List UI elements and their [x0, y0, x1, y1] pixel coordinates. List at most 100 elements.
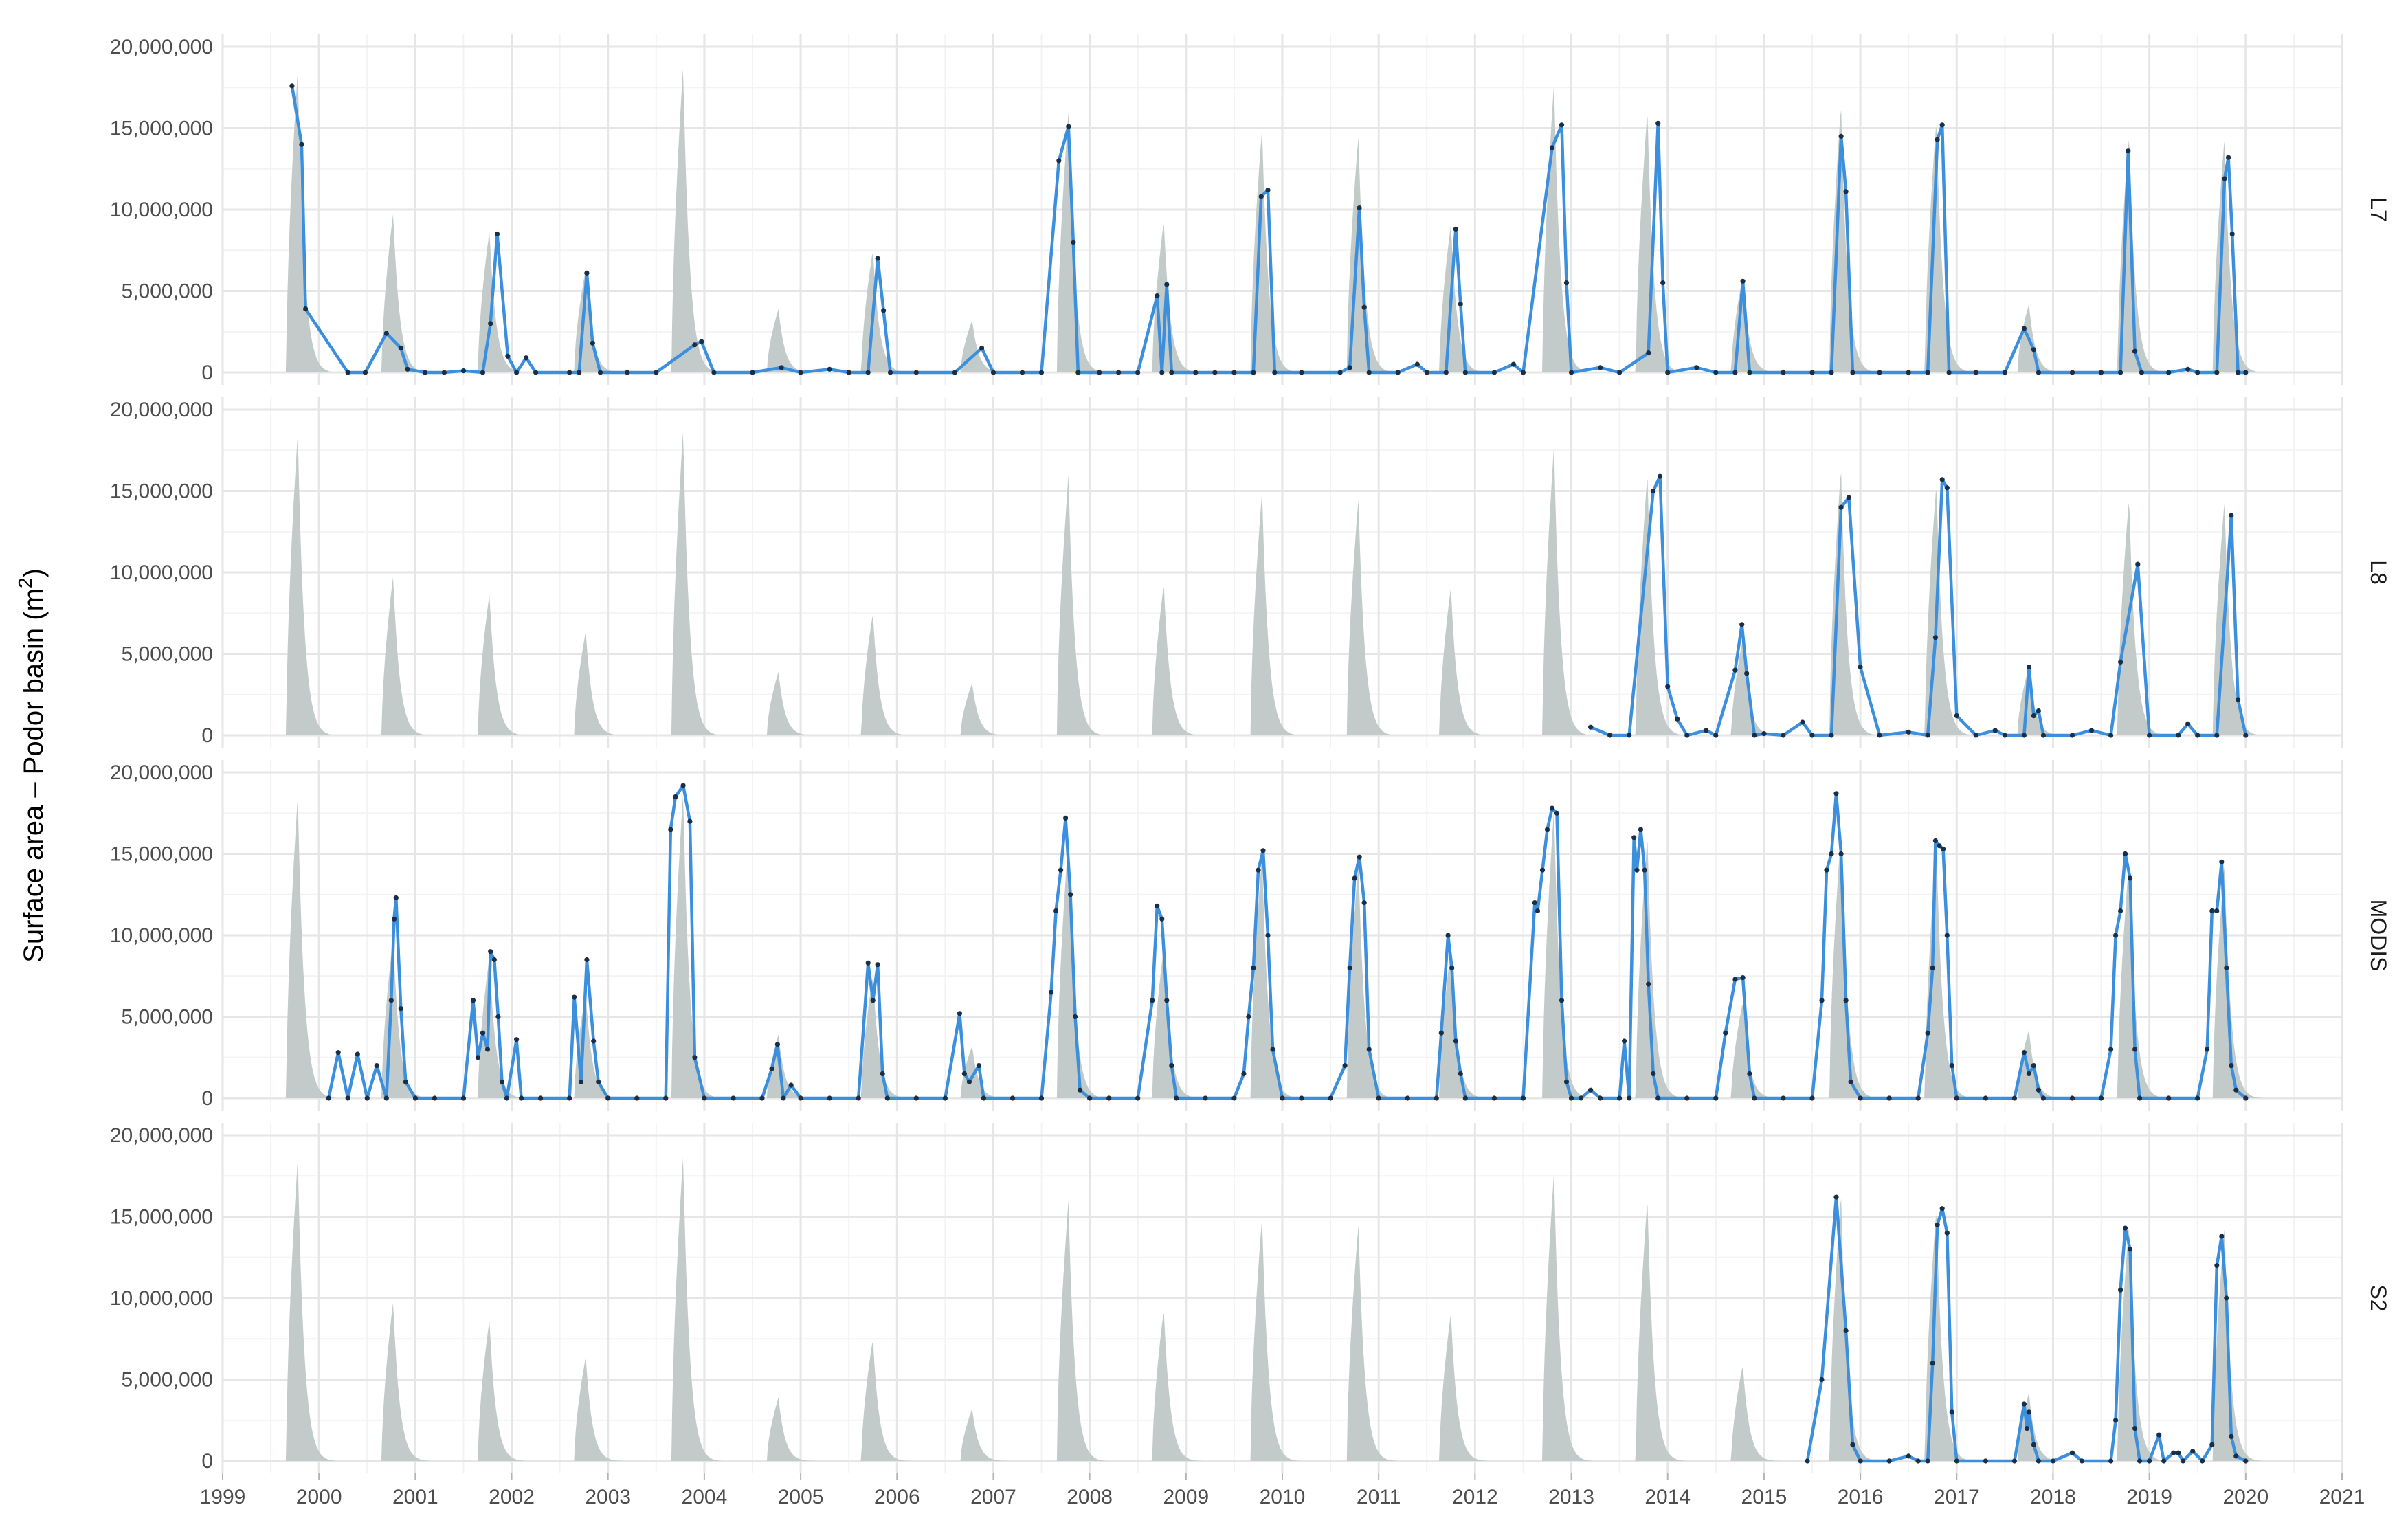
x-tick-label: 2021	[2319, 1486, 2365, 1508]
data-point	[1607, 733, 1613, 738]
data-point	[2195, 370, 2200, 375]
data-point	[880, 1071, 885, 1077]
data-point	[299, 142, 304, 147]
data-point	[1063, 815, 1069, 821]
data-point	[1833, 791, 1839, 796]
data-point	[1038, 1095, 1045, 1101]
data-point	[750, 370, 755, 375]
data-point	[1445, 933, 1451, 938]
data-point	[2031, 713, 2036, 719]
data-point	[383, 1095, 389, 1101]
data-point	[1930, 965, 1935, 970]
data-point	[2233, 1453, 2239, 1459]
data-point	[2098, 370, 2104, 375]
data-point	[1944, 1230, 1950, 1236]
data-point	[2026, 1409, 2031, 1415]
data-point	[2214, 733, 2220, 738]
data-point	[1193, 370, 1199, 375]
data-point	[1066, 124, 1071, 129]
reference-area	[271, 69, 2265, 373]
data-point	[673, 794, 678, 800]
data-point	[1563, 280, 1570, 286]
data-point	[519, 1095, 524, 1101]
data-point	[1838, 851, 1844, 857]
y-tick-label: 15,000,000	[110, 480, 213, 503]
data-point	[1150, 998, 1155, 1003]
data-point	[2156, 1432, 2162, 1438]
data-point	[1449, 965, 1455, 970]
data-point	[597, 370, 603, 375]
data-point	[1617, 370, 1623, 375]
data-point	[668, 827, 673, 832]
data-point	[1973, 733, 1978, 738]
data-point	[1627, 733, 1632, 738]
data-point	[1424, 370, 1429, 375]
data-point	[1510, 361, 1516, 367]
data-point	[1357, 205, 1362, 211]
data-point	[538, 1095, 544, 1101]
data-point	[1954, 713, 1959, 719]
data-point	[2118, 1287, 2123, 1293]
data-point	[1352, 875, 1357, 881]
data-point	[2132, 1047, 2138, 1052]
data-point	[1843, 998, 1849, 1003]
data-point	[591, 1038, 597, 1044]
data-point	[1366, 370, 1372, 375]
data-point	[1174, 1095, 1179, 1101]
data-point	[1819, 1376, 1825, 1383]
data-point	[875, 962, 880, 968]
data-point	[2021, 1401, 2027, 1407]
data-point	[584, 957, 590, 963]
data-point	[1169, 1063, 1174, 1069]
data-point	[383, 331, 389, 336]
data-point	[1337, 370, 1343, 375]
data-point	[884, 1095, 890, 1101]
x-tick-label: 2004	[682, 1486, 728, 1508]
data-point	[2069, 733, 2075, 738]
data-point	[1256, 867, 1261, 873]
y-tick-label: 10,000,000	[110, 561, 213, 584]
data-point	[1646, 350, 1651, 356]
data-point	[398, 1006, 403, 1012]
y-tick-label: 15,000,000	[110, 843, 213, 866]
data-point	[1944, 485, 1950, 491]
data-point	[1038, 370, 1045, 375]
data-point	[499, 1079, 505, 1084]
data-point	[1579, 1095, 1584, 1101]
data-point	[1087, 1095, 1093, 1101]
data-point	[2108, 733, 2114, 738]
data-point	[1684, 733, 1690, 738]
data-point	[1932, 635, 1938, 640]
data-point	[289, 83, 295, 89]
y-tick-label: 5,000,000	[122, 643, 213, 666]
data-point	[590, 340, 595, 346]
data-point	[2128, 875, 2133, 881]
data-point	[1809, 370, 1815, 375]
data-point	[827, 366, 832, 372]
data-point	[2147, 733, 2152, 738]
data-point	[470, 998, 476, 1003]
data-point	[1549, 145, 1555, 150]
data-point	[2195, 1095, 2200, 1101]
data-point	[1949, 1409, 1954, 1415]
data-point	[1532, 900, 1537, 906]
data-point	[1906, 1453, 1911, 1459]
data-point	[1135, 1095, 1141, 1101]
data-point	[1906, 370, 1911, 375]
data-point	[1915, 1458, 1921, 1464]
data-point	[1850, 1442, 1855, 1447]
data-point	[1954, 1458, 1959, 1464]
data-point	[2118, 370, 2123, 375]
data-point	[1930, 1361, 1935, 1366]
data-point	[966, 1079, 972, 1084]
data-point	[1598, 365, 1603, 370]
data-point	[567, 1095, 572, 1101]
data-point	[605, 1095, 611, 1101]
data-point	[1858, 1095, 1863, 1101]
data-point	[2132, 348, 2138, 354]
data-point	[1270, 1047, 1275, 1052]
data-point	[1212, 370, 1218, 375]
data-point	[1732, 977, 1738, 982]
data-point	[2176, 733, 2181, 738]
data-point	[957, 1011, 962, 1016]
